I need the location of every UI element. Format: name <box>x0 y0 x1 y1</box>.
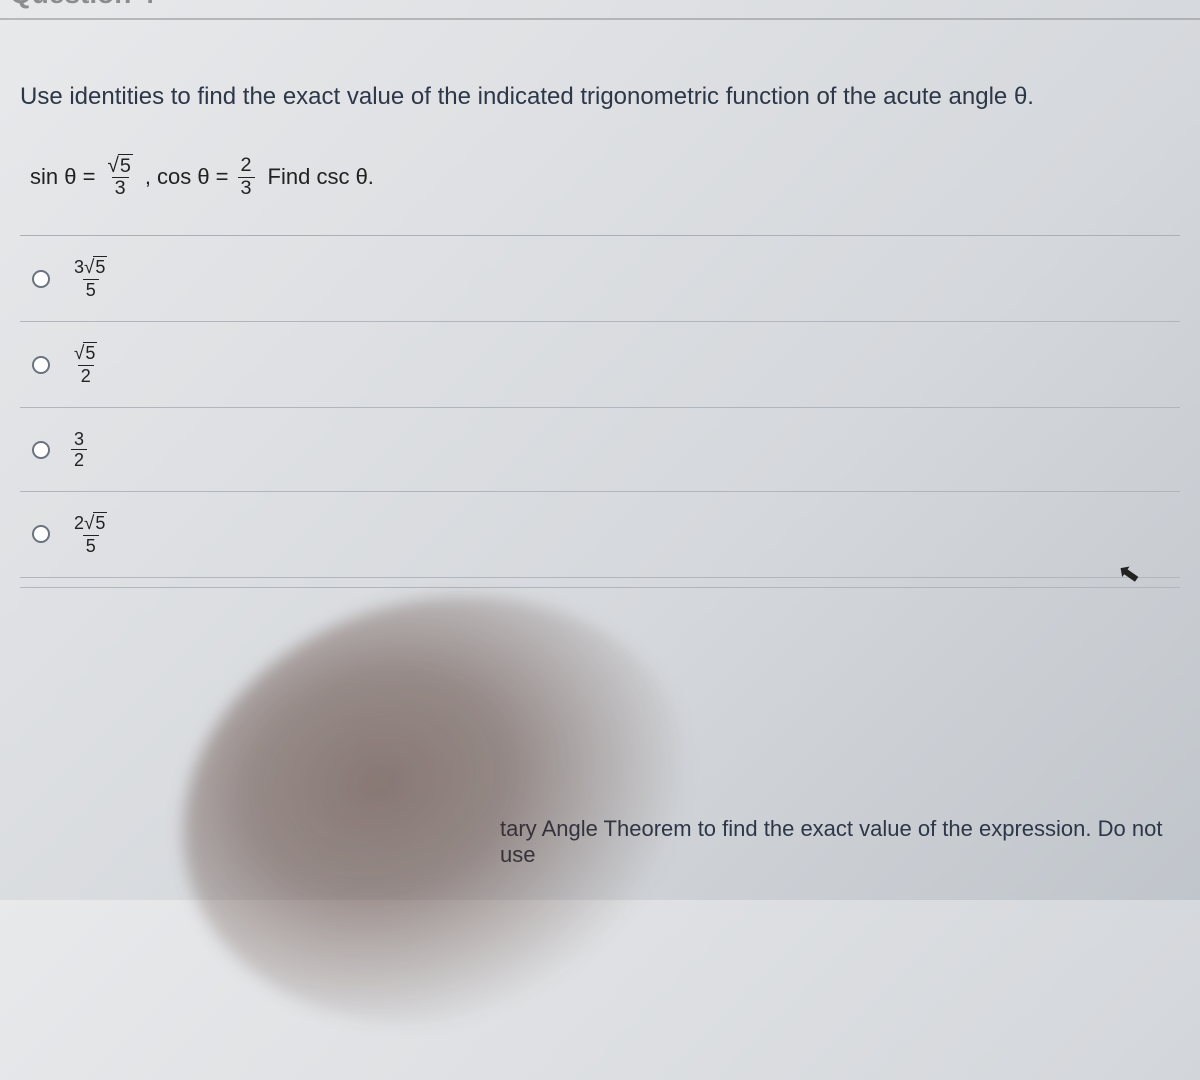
sin-fraction: 5 3 <box>104 156 135 200</box>
separator: , <box>145 164 151 190</box>
option-b-value: 5 2 <box>71 344 100 385</box>
options-bottom-rule <box>20 578 1180 588</box>
find-text: Find csc θ. <box>268 164 374 190</box>
sqrt-icon: 5 <box>84 258 107 278</box>
sqrt-icon: 5 <box>107 156 132 177</box>
option-d[interactable]: 25 5 <box>20 492 1180 578</box>
radio-icon[interactable] <box>32 270 50 288</box>
next-question-fragment: tary Angle Theorem to find the exact val… <box>10 816 1190 868</box>
content-area: Use identities to find the exact value o… <box>0 42 1200 588</box>
sqrt-icon: 5 <box>74 344 97 364</box>
radio-icon[interactable] <box>32 525 50 543</box>
options-list: 35 5 5 2 3 2 25 <box>20 235 1180 588</box>
sqrt-icon: 5 <box>84 514 107 534</box>
radio-icon[interactable] <box>32 356 50 374</box>
question-header: Question 4 <box>0 0 1200 20</box>
hand-shadow <box>135 540 746 1080</box>
question-prompt: Use identities to find the exact value o… <box>20 80 1180 114</box>
option-b[interactable]: 5 2 <box>20 322 1180 408</box>
question-number: Question 4 <box>10 0 155 9</box>
radio-icon[interactable] <box>32 441 50 459</box>
question-given: sin θ = 5 3 , cos θ = 2 3 Find csc θ. <box>30 156 1180 200</box>
cos-label: cos θ = <box>157 164 229 190</box>
option-a[interactable]: 35 5 <box>20 236 1180 322</box>
option-c[interactable]: 3 2 <box>20 408 1180 492</box>
option-d-value: 25 5 <box>71 514 110 555</box>
cos-fraction: 2 3 <box>238 156 255 199</box>
sin-label: sin θ = <box>30 164 95 190</box>
option-c-value: 3 2 <box>71 430 87 469</box>
option-a-value: 35 5 <box>71 258 110 299</box>
